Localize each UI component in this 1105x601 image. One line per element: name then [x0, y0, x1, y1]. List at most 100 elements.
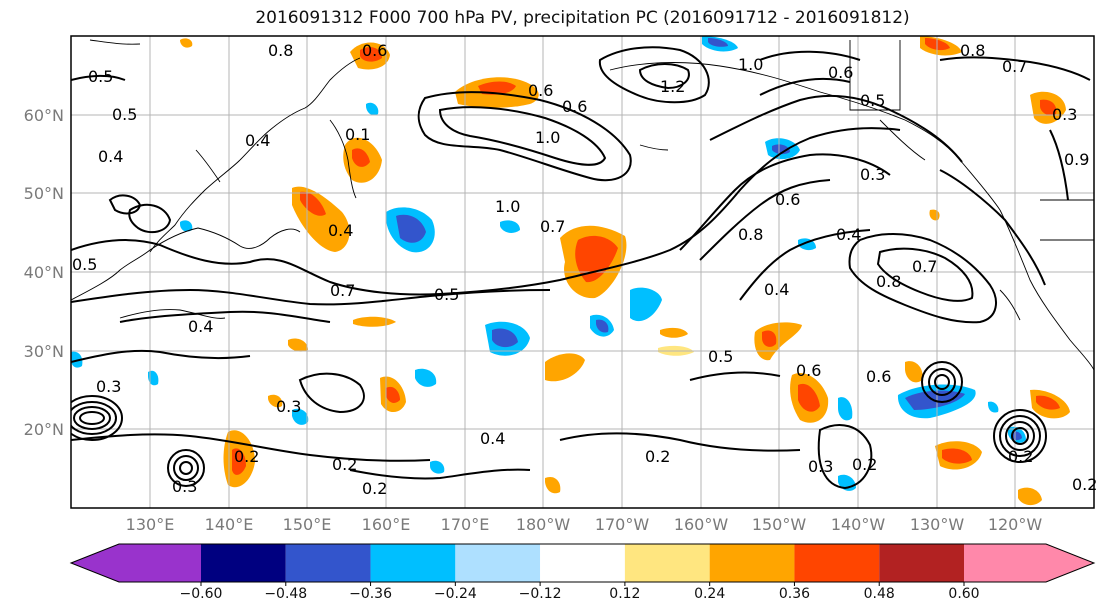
contour-label: 0.6 [775, 190, 800, 209]
contour-label: 0.5 [434, 285, 459, 304]
contour-label: 0.2 [645, 447, 670, 466]
precip-blob [545, 353, 585, 382]
precip-blob [148, 370, 159, 386]
colorbar-segment [201, 544, 286, 582]
precip-blob [772, 144, 790, 155]
contour-label: 0.7 [1002, 57, 1027, 76]
colorbar-segment [964, 544, 1094, 582]
contour-label: 1.0 [495, 197, 520, 216]
precip-blob [630, 287, 662, 322]
contour-label: 0.5 [72, 255, 97, 274]
contour-label: 0.4 [480, 429, 505, 448]
coastlines [71, 39, 1094, 371]
contour-label: 0.3 [1052, 105, 1077, 124]
vortex-ring [73, 406, 111, 430]
precip-blob [754, 322, 802, 361]
precip-blob [268, 394, 283, 408]
contour-label: 0.7 [540, 217, 565, 236]
lat-label-30n: 30°N [24, 342, 64, 361]
contour-label: 0.2 [362, 479, 387, 498]
precip-blob [942, 448, 972, 464]
colorbar-segment [71, 544, 201, 582]
colorbar-segment [455, 544, 541, 582]
lon-label: 150°E [283, 515, 332, 534]
contour-label: 0.1 [345, 125, 370, 144]
precip-blob [798, 383, 820, 412]
contour-label: 0.4 [328, 221, 353, 240]
contour-label: 0.5 [88, 67, 113, 86]
colorbar-tick-label: 0.36 [779, 586, 810, 601]
vortex-ring [79, 411, 105, 425]
precip-blob [596, 319, 609, 333]
precip-blob [929, 209, 940, 221]
contour-label: 0.4 [98, 147, 123, 166]
precip-blob [292, 408, 309, 425]
contour-label: 0.3 [808, 457, 833, 476]
precip-blob [71, 351, 83, 368]
precip-blob [180, 220, 193, 232]
vortex-ring [999, 415, 1041, 457]
contour-label: 0.4 [836, 225, 861, 244]
precip-blob [660, 327, 688, 338]
contour-label: 1.0 [535, 128, 560, 147]
contour-label: 0.8 [960, 41, 985, 60]
precip-blob [430, 460, 445, 474]
precip-blob [500, 220, 520, 233]
colorbar-tick-label: −0.48 [264, 586, 307, 601]
lat-label-20n: 20°N [24, 420, 64, 439]
colorbar-tick-label: 0.12 [609, 586, 640, 601]
lon-label: 150°W [752, 515, 807, 534]
colorbar-segment [370, 544, 456, 582]
contour-label: 0.2 [852, 455, 877, 474]
contour-label: 0.3 [860, 165, 885, 184]
contour-label: 0.9 [1064, 150, 1089, 169]
lon-label: 130°E [126, 515, 175, 534]
colorbar-tick-label: 0.24 [694, 586, 725, 601]
contour-label: 0.3 [96, 377, 121, 396]
precip-blob [905, 361, 923, 383]
vortex-ring [179, 461, 193, 475]
contour-label: 1.2 [660, 77, 685, 96]
precip-blob [1018, 487, 1042, 506]
contour-label: 0.3 [276, 397, 301, 416]
vortex-ring [173, 455, 199, 481]
colorbar-segment [285, 544, 371, 582]
contour-label: 0.2 [1008, 447, 1033, 466]
contour-label: 0.6 [362, 41, 387, 60]
lat-label-60n: 60°N [24, 106, 64, 125]
longitude-labels: 130°E 140°E 150°E 160°E 170°E 180°W 170°… [126, 515, 1043, 534]
contour-label: 0.4 [245, 131, 270, 150]
precip-blob [492, 328, 518, 348]
vortex-ring [993, 409, 1047, 463]
precip-blob [352, 148, 370, 167]
contour-label: 0.5 [860, 91, 885, 110]
contour-label: 1.0 [738, 55, 763, 74]
lon-label: 130°W [910, 515, 965, 534]
pv-contours [71, 46, 1091, 490]
map-title: 2016091312 F000 700 hPa PV, precipitatio… [255, 8, 910, 28]
lon-label: 140°W [831, 515, 886, 534]
precip-blob [415, 368, 437, 387]
vortex-ring [71, 395, 123, 441]
precip-blob [762, 330, 777, 347]
precip-blob [988, 401, 999, 413]
contour-label: 0.8 [876, 272, 901, 291]
contour-label: 0.4 [764, 280, 789, 299]
precip-blob [180, 38, 193, 48]
lon-label: 160°W [674, 515, 729, 534]
contour-label: 0.3 [172, 477, 197, 496]
precip-blob [360, 47, 382, 62]
colorbar-tick-label: −0.12 [519, 586, 562, 601]
map-frame [70, 35, 1095, 509]
contour-label: 0.6 [828, 63, 853, 82]
vortex-ring [934, 374, 950, 390]
lat-label-40n: 40°N [24, 263, 64, 282]
colorbar-tick-label: −0.24 [434, 586, 477, 601]
precip-blob [575, 235, 618, 283]
contour-label: 0.6 [528, 81, 553, 100]
contour-label: 0.2 [332, 455, 357, 474]
precip-blob [386, 386, 400, 403]
pv-vortices [71, 361, 1047, 487]
lon-label: 140°E [205, 515, 254, 534]
